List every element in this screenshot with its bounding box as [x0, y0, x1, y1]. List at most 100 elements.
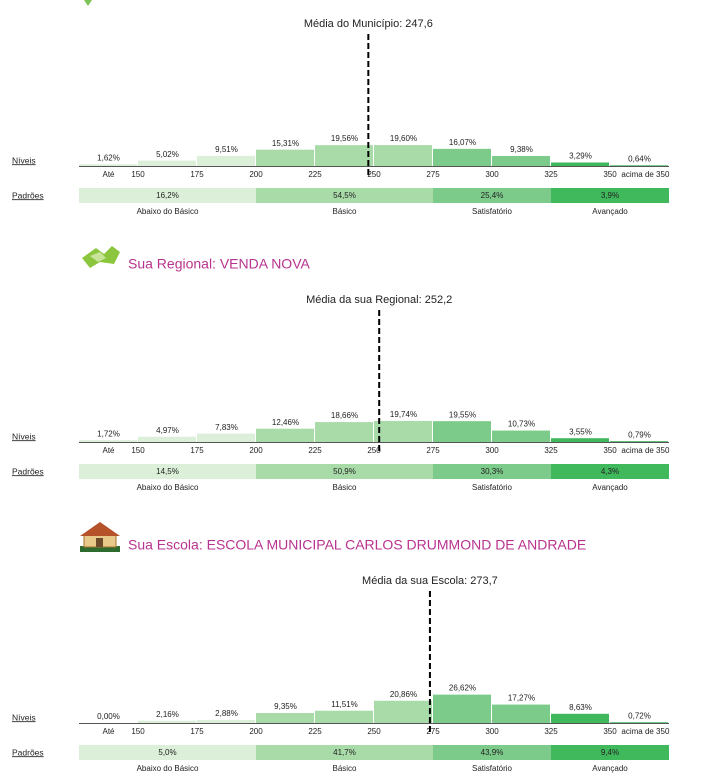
- value-label: 7,83%: [215, 423, 238, 432]
- axis-label: Padrões: [12, 747, 44, 757]
- standard-value: 30,3%: [481, 467, 504, 476]
- value-label: 1,62%: [97, 153, 120, 162]
- x-tick-label: 300: [485, 446, 499, 455]
- histogram-bar: [197, 719, 255, 723]
- standard-value: 5,0%: [158, 748, 176, 757]
- x-tick-label: 250: [367, 727, 381, 736]
- histogram-bar: [256, 428, 314, 442]
- standard-value: 14,5%: [156, 467, 179, 476]
- histogram-bar: [610, 165, 668, 166]
- standard-value: 54,5%: [333, 191, 356, 200]
- mean-label: Média da sua Escola: 273,7: [362, 575, 498, 587]
- standard-name: Abaixo do Básico: [137, 483, 199, 492]
- histogram-bar: [492, 704, 550, 723]
- standard-segment: [551, 188, 669, 203]
- x-tick-label: 200: [249, 170, 263, 179]
- histogram-bar: [492, 430, 550, 442]
- axis-label: Níveis: [12, 155, 36, 165]
- x-tick-label: 275: [426, 446, 440, 455]
- x-tick-label: 200: [249, 727, 263, 736]
- standard-name: Satisfatório: [472, 483, 513, 492]
- value-label: 0,72%: [628, 711, 651, 720]
- value-label: 19,56%: [331, 134, 358, 143]
- x-tick-label: 175: [190, 170, 204, 179]
- x-tick-label: 325: [544, 170, 558, 179]
- value-label: 17,27%: [508, 694, 535, 703]
- value-label: 0,00%: [97, 712, 120, 721]
- histogram-bar: [433, 694, 491, 723]
- standard-name: Avançado: [592, 207, 628, 216]
- standard-name: Satisfatório: [472, 764, 513, 773]
- section-heading: Sua Escola: ESCOLA MUNICIPAL CARLOS DRUM…: [128, 537, 586, 553]
- standard-value: 43,9%: [481, 748, 504, 757]
- value-label: 2,16%: [156, 710, 179, 719]
- histogram-bar: [197, 155, 255, 166]
- histogram-bar: [610, 441, 668, 442]
- value-label: 3,29%: [569, 152, 592, 161]
- standard-name: Básico: [332, 483, 357, 492]
- x-tick-label: 300: [485, 170, 499, 179]
- histogram-bar: [138, 436, 196, 442]
- axis-label: Padrões: [12, 466, 44, 476]
- standard-value: 9,4%: [601, 748, 619, 757]
- histogram-bar: [315, 422, 373, 442]
- value-label: 4,97%: [156, 426, 179, 435]
- x-tick-label: 275: [426, 170, 440, 179]
- x-tick-label: 225: [308, 170, 322, 179]
- x-tick-label: 300: [485, 727, 499, 736]
- standard-value: 41,7%: [333, 748, 356, 757]
- value-label: 2,88%: [215, 709, 238, 718]
- histogram-bar: [256, 149, 314, 166]
- value-label: 0,64%: [628, 154, 651, 163]
- municipio-icon: [84, 0, 92, 6]
- value-label: 10,73%: [508, 420, 535, 429]
- x-tick-label: 350: [603, 446, 617, 455]
- histogram-bar: [433, 421, 491, 442]
- standard-name: Avançado: [592, 764, 628, 773]
- standard-segment: [79, 188, 256, 203]
- value-label: 15,31%: [272, 139, 299, 148]
- standard-segment: [79, 745, 256, 760]
- x-tick-label: 225: [308, 446, 322, 455]
- value-label: 19,60%: [390, 134, 417, 143]
- histogram-bar: [551, 438, 609, 442]
- histogram-bar: [374, 145, 432, 166]
- value-label: 9,38%: [510, 145, 533, 154]
- axis-label: Níveis: [12, 712, 36, 722]
- standard-segment: [551, 464, 669, 479]
- histogram-bar: [433, 148, 491, 166]
- standard-name: Básico: [332, 207, 357, 216]
- x-tick-label: 325: [544, 446, 558, 455]
- standard-value: 25,4%: [481, 191, 504, 200]
- value-label: 26,62%: [449, 684, 476, 693]
- histogram-bar: [315, 145, 373, 166]
- value-label: 9,35%: [274, 702, 297, 711]
- x-tick-label: acima de 350: [621, 446, 670, 455]
- x-tick-label: 250: [367, 170, 381, 179]
- x-tick-label: 150: [131, 170, 145, 179]
- x-tick-label: Até: [102, 446, 115, 455]
- value-label: 16,07%: [449, 138, 476, 147]
- value-label: 1,72%: [97, 429, 120, 438]
- value-label: 18,66%: [331, 411, 358, 420]
- x-tick-label: 275: [426, 727, 440, 736]
- standard-segment: [256, 745, 433, 760]
- x-tick-label: 325: [544, 727, 558, 736]
- histogram-bar: [610, 722, 668, 723]
- value-label: 20,86%: [390, 690, 417, 699]
- histogram-bar: [551, 162, 609, 166]
- histogram-bar: [315, 710, 373, 723]
- standard-segment: [433, 745, 551, 760]
- histogram-bar: [492, 155, 550, 166]
- value-label: 0,79%: [628, 430, 651, 439]
- value-label: 8,63%: [569, 703, 592, 712]
- histogram-bar: [374, 700, 432, 723]
- x-tick-label: 350: [603, 727, 617, 736]
- standard-segment: [79, 464, 256, 479]
- histogram-bar: [374, 420, 432, 442]
- standard-segment: [256, 464, 433, 479]
- x-tick-label: 175: [190, 446, 204, 455]
